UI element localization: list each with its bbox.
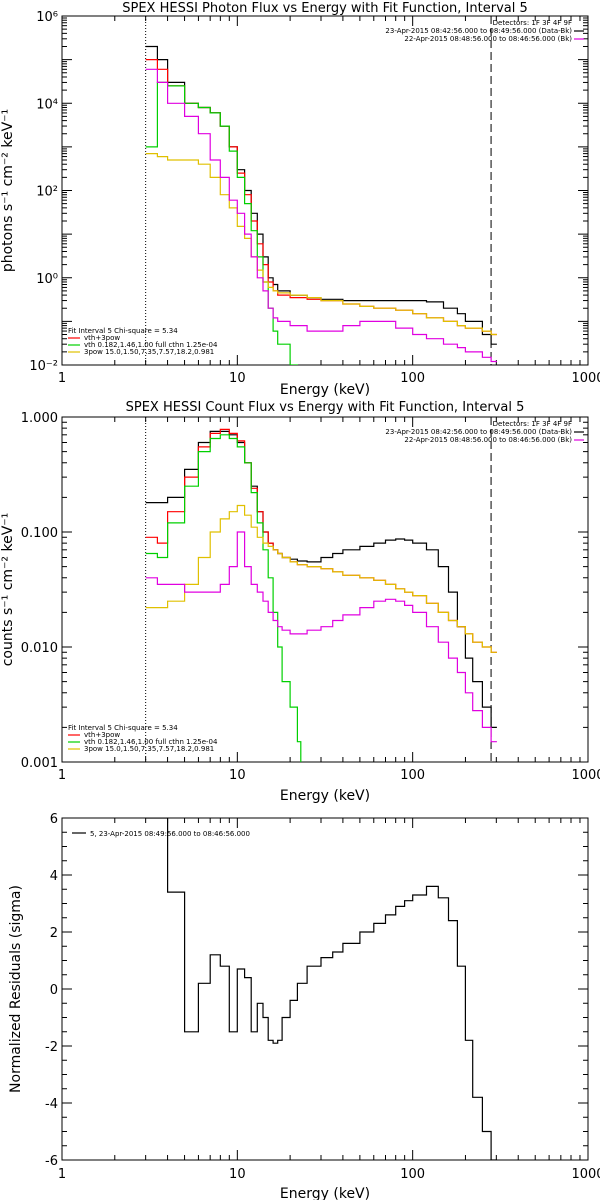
y-tick-label: 0.010 bbox=[21, 641, 58, 656]
series-fit_total-line bbox=[145, 59, 497, 336]
x-axis-label: Energy (keV) bbox=[280, 1186, 370, 1200]
y-tick-label: 0.100 bbox=[21, 526, 58, 541]
series-residuals-line bbox=[145, 818, 497, 1160]
y-tick-label: 2 bbox=[50, 926, 58, 941]
y-tick-label: -4 bbox=[45, 1097, 58, 1112]
fit-legend-line: Fit Interval 5 Chi-square = 5.34 bbox=[68, 724, 178, 732]
y-axis-label: photons s⁻¹ cm⁻² keV⁻¹ bbox=[0, 109, 16, 272]
series-group bbox=[145, 818, 497, 1160]
x-tick-label: 10 bbox=[229, 768, 246, 783]
y-tick-label: 0.001 bbox=[21, 756, 58, 771]
chart-panel-2: SPEX HESSI Count Flux vs Energy with Fit… bbox=[0, 400, 600, 804]
plot-frame bbox=[61, 416, 589, 763]
x-tick-label: 1 bbox=[58, 768, 66, 783]
y-tick-label: 4 bbox=[50, 869, 58, 884]
x-axis-label: Energy (keV) bbox=[280, 382, 370, 398]
x-tick-label: 10 bbox=[229, 371, 246, 386]
legend-header-line: 23-Apr-2015 08:42:56.000 to 08:49:56.000… bbox=[385, 428, 572, 436]
series-background-line bbox=[145, 531, 497, 743]
y-axis-label: Normalized Residuals (sigma) bbox=[8, 885, 24, 1093]
chart-title: SPEX HESSI Count Flux vs Energy with Fit… bbox=[126, 400, 525, 415]
y-tick-label: 10⁰ bbox=[36, 272, 58, 287]
chart-panel-1: SPEX HESSI Photon Flux vs Energy with Fi… bbox=[0, 1, 600, 398]
x-tick-label: 10 bbox=[229, 1167, 246, 1182]
x-tick-label: 1 bbox=[58, 1167, 66, 1182]
y-tick-label: 1.000 bbox=[21, 411, 58, 426]
x-tick-label: 1 bbox=[58, 371, 66, 386]
series-3pow-line bbox=[145, 504, 497, 653]
y-axis-label: counts s⁻¹ cm⁻² keV⁻¹ bbox=[0, 513, 16, 667]
chart-title: SPEX HESSI Photon Flux vs Energy with Fi… bbox=[122, 1, 528, 16]
x-tick-label: 100 bbox=[400, 1167, 425, 1182]
legend-header-line: 22-Apr-2015 08:48:56.000 to 08:46:56.000… bbox=[404, 436, 572, 444]
y-tick-label: 6 bbox=[50, 812, 58, 827]
x-tick-label: 100 bbox=[400, 371, 425, 386]
y-tick-label: -2 bbox=[45, 1040, 58, 1055]
y-tick-label: 10⁻² bbox=[29, 359, 58, 374]
fit-legend-line: vth 0.182,1.46,1.00 full cthn 1.25e-04 bbox=[84, 738, 218, 746]
fit-legend-line: Fit Interval 5 Chi-square = 5.34 bbox=[68, 327, 178, 335]
y-tick-label: 0 bbox=[50, 983, 58, 998]
x-tick-label: 100 bbox=[400, 768, 425, 783]
series-vth-line bbox=[145, 81, 298, 365]
x-axis-label: Energy (keV) bbox=[280, 788, 370, 804]
plot-frame bbox=[61, 817, 589, 1161]
fit-legend-line: vth+3pow bbox=[84, 731, 120, 739]
legend-header-line: Detectors: 1F 3F 4F 9F bbox=[493, 19, 572, 27]
legend-header-line: Detectors: 1F 3F 4F 9F bbox=[493, 420, 572, 428]
residual-legend-label: 5, 23-Apr-2015 08:49:56.000 to 08:46:56.… bbox=[90, 830, 250, 838]
legend-header-line: 22-Apr-2015 08:48:56.000 to 08:46:56.000… bbox=[404, 35, 572, 43]
plot-frame bbox=[61, 15, 589, 366]
fit-legend-line: vth 0.182,1.46,1.00 full cthn 1.25e-04 bbox=[84, 341, 218, 349]
series-3pow-line bbox=[145, 153, 497, 336]
series-group bbox=[145, 428, 497, 762]
series-group bbox=[145, 45, 497, 365]
y-tick-label: -6 bbox=[45, 1154, 58, 1169]
legend-header-line: 23-Apr-2015 08:42:56.000 to 08:49:56.000… bbox=[385, 27, 572, 35]
series-vth-line bbox=[145, 434, 302, 762]
y-tick-label: 10⁴ bbox=[36, 97, 58, 112]
series-background-line bbox=[145, 68, 497, 363]
y-tick-label: 10² bbox=[36, 185, 58, 200]
fit-legend-line: 3pow 15.0,1.50,7.35,7.57,18.2,0.981 bbox=[84, 745, 214, 753]
fit-legend-line: 3pow 15.0,1.50,7.35,7.57,18.2,0.981 bbox=[84, 348, 214, 356]
y-tick-label: 10⁶ bbox=[36, 10, 58, 25]
fit-legend-line: vth+3pow bbox=[84, 334, 120, 342]
